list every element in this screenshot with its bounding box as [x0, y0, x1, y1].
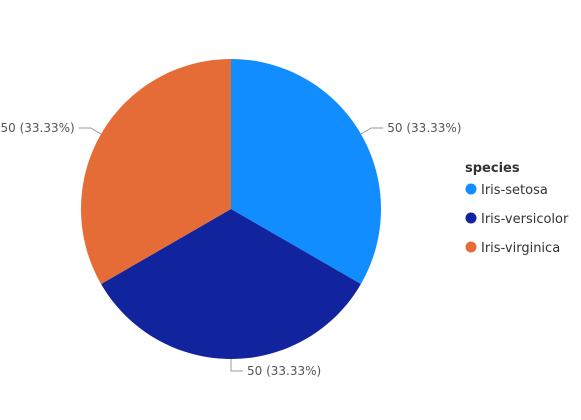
leader-line-iris-versicolor: [231, 359, 243, 371]
legend-label-iris-virginica: Iris-virginica: [481, 241, 560, 256]
legend-marker-iris-setosa: [466, 184, 477, 195]
leader-line-iris-setosa: [361, 128, 383, 134]
legend-item-iris-virginica[interactable]: Iris-virginica: [466, 241, 561, 256]
pie-slices: [81, 59, 381, 359]
leader-line-iris-virginica: [79, 128, 101, 134]
legend-item-iris-versicolor[interactable]: Iris-versicolor: [466, 212, 569, 227]
legend-item-iris-setosa[interactable]: Iris-setosa: [466, 183, 548, 198]
data-label-iris-setosa: 50 (33.33%): [387, 121, 461, 135]
data-label-iris-virginica: 50 (33.33%): [1, 121, 75, 135]
legend-marker-iris-virginica: [466, 242, 477, 253]
legend-marker-iris-versicolor: [466, 213, 477, 224]
legend-label-iris-versicolor: Iris-versicolor: [481, 212, 569, 227]
legend: species Iris-setosa Iris-versicolor Iris…: [465, 161, 569, 256]
data-label-iris-versicolor: 50 (33.33%): [247, 364, 321, 378]
legend-title: species: [465, 161, 520, 176]
legend-label-iris-setosa: Iris-setosa: [481, 183, 548, 198]
